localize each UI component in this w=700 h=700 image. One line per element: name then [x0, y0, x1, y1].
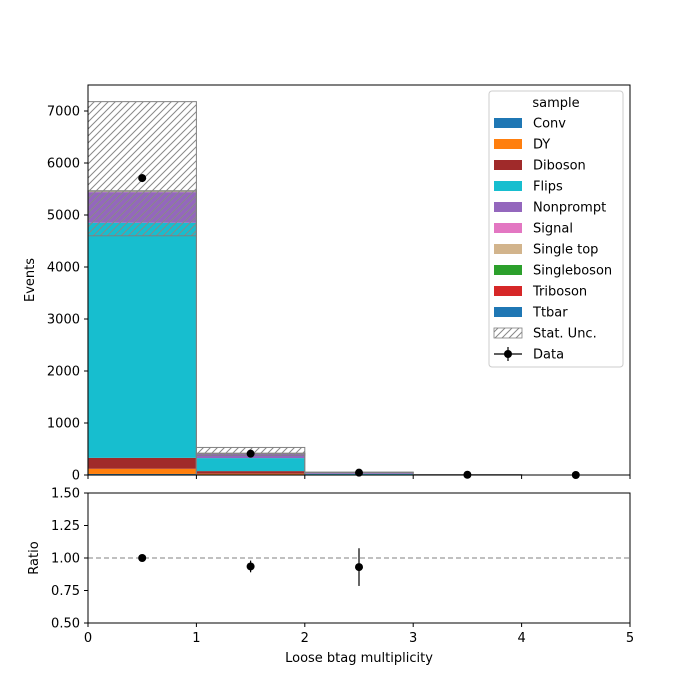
legend-entry-flips: Flips [494, 180, 563, 195]
y-tick-label: 0.50 [51, 617, 80, 632]
x-tick-label: 0 [84, 631, 92, 646]
legend-entry-conv: Conv [494, 117, 566, 132]
legend-entry-stat-unc: Stat. Unc. [493, 327, 597, 342]
x-axis-label: Loose btag multiplicity [285, 651, 433, 666]
legend-label: Single top [533, 243, 598, 258]
legend-label: Ttbar [532, 306, 568, 321]
bar-flips [196, 458, 305, 472]
ratio-point [355, 563, 363, 572]
legend-swatch [494, 286, 522, 296]
legend-label: Conv [533, 117, 566, 132]
bar-diboson [196, 471, 305, 474]
y-tick-label: 6000 [47, 157, 80, 172]
x-tick-label: 4 [517, 631, 525, 646]
legend-entry-nonprompt: Nonprompt [494, 201, 606, 216]
y-tick-label: 0.75 [51, 584, 80, 599]
legend-swatch [494, 202, 522, 212]
ratio-point [138, 554, 147, 562]
legend-entry-single-top: Single top [494, 243, 598, 258]
ratio-y-ticks: 0.50 0.75 1.00 1.25 1.50 [51, 487, 88, 632]
legend: sample Conv DY Diboson Flips Nonprompt Signal S… [488, 90, 624, 368]
main-y-ticks: 0 1000 2000 3000 4000 5000 6000 7000 [47, 105, 88, 484]
legend-entry-triboson: Triboson [494, 285, 587, 300]
y-tick-label: 0 [72, 469, 80, 484]
main-plot: 0 1000 2000 3000 4000 5000 6000 7000 Events sam… [23, 84, 631, 484]
legend-label: Nonprompt [533, 201, 606, 216]
legend-swatch [493, 327, 523, 339]
legend-label: Stat. Unc. [533, 327, 597, 342]
y-tick-label: 2000 [47, 365, 80, 380]
main-x-ticks [87, 475, 631, 479]
y-tick-label: 4000 [47, 261, 80, 276]
legend-swatch [494, 265, 522, 275]
legend-label: Data [533, 348, 564, 363]
legend-label: Singleboson [533, 264, 612, 279]
x-tick-label: 5 [626, 631, 634, 646]
bar-flips [88, 222, 197, 458]
legend-entry-diboson: Diboson [494, 159, 586, 174]
legend-label: Flips [533, 180, 563, 195]
legend-label: Triboson [532, 285, 587, 300]
ratio-plot: 0.50 0.75 1.00 1.25 1.50 0 1 2 3 4 5 Ratio Loose … [27, 487, 634, 667]
legend-entry-data: Data [494, 347, 564, 363]
ratio-points [138, 548, 363, 586]
x-tick-label: 2 [301, 631, 309, 646]
main-axes-frame [87, 84, 631, 476]
legend-swatch [494, 181, 522, 191]
legend-label: Signal [533, 222, 573, 237]
legend-label: DY [533, 138, 550, 153]
legend-entry-ttbar: Ttbar [494, 306, 568, 321]
bar-diboson [88, 457, 197, 469]
ratio-point [246, 562, 255, 571]
bar-dy [196, 473, 305, 475]
y-tick-label: 7000 [47, 105, 80, 120]
stat-unc-band [87, 101, 197, 237]
legend-label: Diboson [533, 159, 586, 174]
legend-swatch [494, 139, 522, 149]
y-tick-label: 1.50 [51, 487, 80, 502]
legend-entry-signal: Signal [494, 222, 573, 237]
y-tick-label: 1.00 [51, 552, 80, 567]
ratio-x-ticks: 0 1 2 3 4 5 [84, 623, 634, 646]
legend-swatch [494, 160, 522, 170]
y-tick-label: 1000 [47, 417, 80, 432]
legend-swatch [494, 307, 522, 317]
y-tick-label: 5000 [47, 209, 80, 224]
legend-swatch-marker [504, 350, 512, 358]
main-y-axis-label: Events [23, 258, 38, 302]
legend-swatch [494, 118, 522, 128]
legend-swatch [494, 223, 522, 233]
y-tick-label: 3000 [47, 313, 80, 328]
legend-box [488, 90, 624, 368]
series-flips [88, 222, 522, 475]
legend-entry-singleboson: Singleboson [494, 264, 612, 279]
y-tick-label: 1.25 [51, 519, 80, 534]
bar-dy [88, 468, 197, 474]
ratio-y-axis-label: Ratio [27, 541, 42, 574]
x-tick-label: 1 [192, 631, 200, 646]
data-point [138, 174, 147, 183]
legend-swatch [494, 244, 522, 254]
x-tick-label: 3 [409, 631, 417, 646]
data-point [246, 449, 255, 458]
legend-entry-dy: DY [494, 138, 550, 153]
legend-title: sample [532, 96, 579, 111]
